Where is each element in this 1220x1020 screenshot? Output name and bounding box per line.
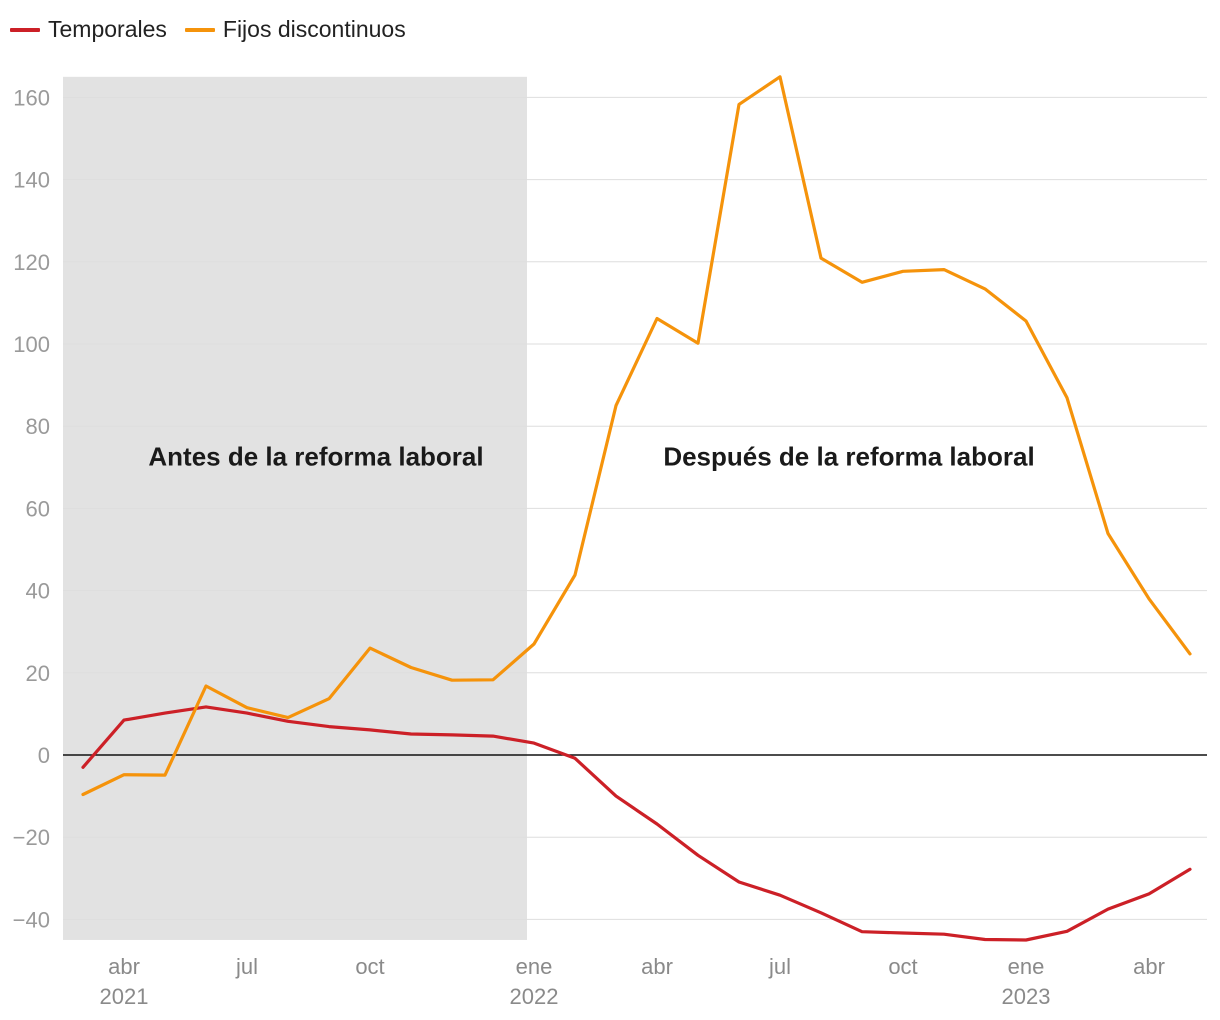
annotation-label: Antes de la reforma laboral [148,441,483,471]
x-tick-label: abr [108,954,140,979]
series-line-temporales [81,705,1192,942]
y-tick-label: −20 [13,825,50,850]
legend-label: Temporales [48,16,167,42]
y-tick-label: 160 [13,85,50,110]
y-tick-label: 120 [13,250,50,275]
series-line-fijos-discontinuos [81,75,1192,797]
x-tick-label: ene [1008,954,1045,979]
y-tick-label: −40 [13,907,50,932]
y-tick-label: 0 [38,743,50,768]
y-tick-label: 60 [26,496,50,521]
x-tick-label: jul [235,954,258,979]
x-tick-year-label: 2021 [100,984,149,1009]
y-tick-label: 100 [13,332,50,357]
legend-label: Fijos discontinuos [222,16,406,42]
legend-swatch [10,27,40,32]
legend-item-temporales: Temporales [10,16,167,43]
x-tick-label: abr [641,954,673,979]
y-tick-label: 80 [26,414,50,439]
x-tick-label: oct [355,954,384,979]
y-tick-label: 140 [13,168,50,193]
x-tick-label: ene [516,954,553,979]
x-tick-label: jul [768,954,791,979]
x-tick-label: abr [1133,954,1165,979]
legend: Temporales Fijos discontinuos [10,16,406,43]
legend-item-fijos-discontinuos: Fijos discontinuos [184,16,406,43]
x-tick-year-label: 2022 [510,984,559,1009]
x-tick-year-label: 2023 [1002,984,1051,1009]
y-tick-label: 40 [26,579,50,604]
y-tick-label: 20 [26,661,50,686]
legend-swatch [184,27,215,32]
x-tick-label: oct [888,954,917,979]
annotation-label: Después de la reforma laboral [663,441,1034,471]
